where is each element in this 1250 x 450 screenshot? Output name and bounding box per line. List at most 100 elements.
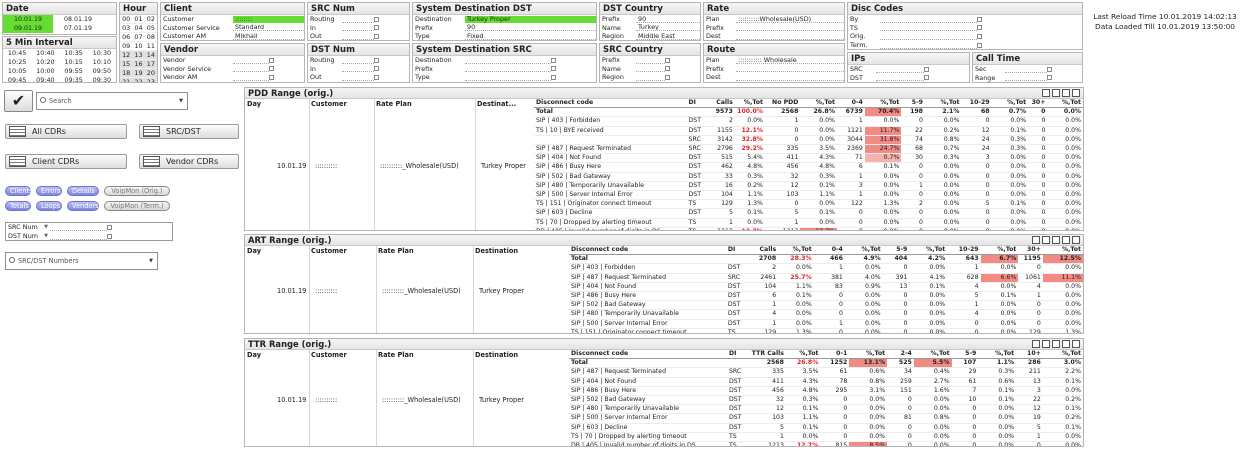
rate-row[interactable]: Prefix [704, 24, 844, 33]
interval-value[interactable]: 10:45 [7, 49, 27, 57]
hour-value[interactable]: 02 [144, 15, 157, 24]
ttr-column-header[interactable]: 0-1 [820, 350, 850, 360]
art-left-header[interactable]: Day [247, 247, 262, 255]
checkbox[interactable] [924, 66, 929, 72]
pdd-column-header[interactable]: Disconnect code [534, 99, 687, 109]
checkbox[interactable] [551, 74, 556, 80]
src_country-row[interactable]: Name [600, 65, 700, 74]
art-table-row[interactable]: SIP | 403 | Forbidden DST 2 0.0% 1 0.0% 0 0.0% 1… [569, 263, 1083, 274]
ttr-left-header[interactable]: Day [247, 351, 262, 359]
interval-value[interactable]: 09:45 [7, 76, 27, 83]
interval-value[interactable]: 10:20 [36, 58, 55, 66]
calltime-row[interactable]: Sec [973, 65, 1082, 74]
checkbox[interactable] [551, 66, 556, 72]
hour-value[interactable]: 20 [144, 69, 157, 78]
checkbox[interactable] [665, 74, 670, 80]
interval-value[interactable]: 10:35 [64, 49, 83, 57]
checkbox[interactable] [374, 25, 379, 31]
pdd-table-row[interactable]: SIP | 480 | Temporarily Unavailable DST 16… [534, 181, 1083, 192]
hour-value[interactable]: 23 [144, 78, 157, 82]
vendor-cdrs-button[interactable]: Vendor CDRs [139, 154, 239, 169]
interval-value[interactable]: 10:00 [36, 67, 55, 75]
client-row[interactable]: Customer AM Mikhail [161, 32, 304, 40]
hour-value[interactable]: 09 [120, 42, 133, 51]
ttr-column-header[interactable]: 10+ [1016, 350, 1043, 360]
rate-row[interactable]: Dest [704, 32, 844, 40]
disc-row[interactable]: TS [848, 24, 1082, 33]
pdd-column-header[interactable]: 30+ [1028, 99, 1048, 109]
src_num-row[interactable]: Routing [308, 15, 409, 24]
art-table-row[interactable]: SIP | 486 | Busy Here DST 6 0.1% 0 0.0% 0 0.0% 5… [569, 291, 1083, 302]
nav-pill-voipmon-orig[interactable]: VoipMon (Orig.) [104, 186, 170, 196]
ttr-column-header[interactable]: 2-4 [887, 350, 914, 360]
help-icon[interactable] [1052, 236, 1060, 244]
nav-pill-clients[interactable]: Clients [5, 186, 33, 196]
disc-row[interactable]: Orig. [848, 32, 1082, 41]
art-table-row[interactable]: SIP | 487 | Request Terminated SRC 2461 25.… [569, 273, 1083, 283]
checkbox[interactable] [665, 57, 670, 63]
date-value[interactable]: 09.01.19 [3, 24, 53, 33]
nav-pill-voipmon-term[interactable]: VoipMon (Term.) [104, 201, 170, 211]
xl-icon[interactable] [1052, 89, 1060, 97]
pdd-table-row[interactable]: TS | 151 | Originator connect timeout TS 1… [534, 199, 1083, 210]
checkbox[interactable] [374, 33, 379, 39]
interval-value[interactable]: 10:25 [7, 58, 27, 66]
ttr-column-header[interactable]: %,Tot [1042, 350, 1083, 360]
all-cdrs-button[interactable]: All CDRs [5, 124, 127, 139]
pdd-table-row[interactable]: SRC 3142 32.8% 0 0.0% 3044 31.8% 74 0.8% 24 0.3% 0 0… [534, 135, 1083, 146]
ttr-column-header[interactable]: 5-9 [951, 350, 979, 360]
art-column-header[interactable]: 0-4 [813, 246, 845, 256]
date-value[interactable]: 08.01.19 [63, 16, 93, 23]
pdd-table-row[interactable]: SIP | 500 | Server Internal Error DST 104 1… [534, 190, 1083, 201]
art-column-header[interactable]: 5-9 [882, 246, 910, 256]
art-table-row[interactable]: SIP | 502 | Bad Gateway DST 1 0.0% 0 0.0% 0 0.0… [569, 300, 1083, 311]
ips-row[interactable]: DST [848, 74, 969, 82]
sys_src-row[interactable]: Destination [413, 56, 596, 65]
dst_num-row[interactable]: Routing [308, 56, 409, 65]
ttr-table-row[interactable]: SIP | 502 | Bad Gateway DST 32 0.3% 0 0.0% 0 0.… [569, 395, 1083, 406]
pdd-left-header[interactable]: Day [247, 100, 262, 108]
search-box[interactable]: Search ▼ [36, 92, 188, 110]
interval-value[interactable]: 09:55 [64, 67, 83, 75]
hour-value[interactable]: 11 [144, 42, 157, 51]
pdd-table-row[interactable]: SIP | 487 | Request Terminated SRC 2796 29.… [534, 144, 1083, 155]
pdd-table-row[interactable]: SIP | 403 | Forbidden DST 2 0.0% 1 0.0% 1 0.0% 0… [534, 116, 1083, 127]
hour-value[interactable]: 10 [132, 42, 145, 51]
pdd-column-header[interactable]: No PDD [764, 99, 801, 109]
dst_country-row[interactable]: Name Turkey [600, 24, 700, 33]
nav-pill-loops[interactable]: Loops [36, 201, 62, 211]
pdd-table-row[interactable]: TS | 10 | BYE received DST 1155 12.1% 0 0.0% 1… [534, 126, 1083, 136]
pdd-column-header[interactable]: %,Tot [991, 99, 1029, 109]
route-row[interactable]: Prefix [704, 65, 844, 74]
checkbox[interactable] [374, 57, 379, 63]
pdd-column-header[interactable]: %,Tot [1047, 99, 1083, 109]
pdd-table-row[interactable]: DB | 405 | Invalid number of digits in D… [534, 227, 1083, 230]
ttr-left-header[interactable]: Rate Plan [378, 351, 414, 359]
dst-num-filter[interactable]: DST Num ▼ [6, 232, 172, 241]
pdd-left-header[interactable]: Customer [311, 100, 347, 108]
hour-value[interactable]: 05 [144, 24, 157, 33]
hour-value[interactable]: 07 [132, 33, 145, 42]
pdd-column-header[interactable]: %,Tot [924, 99, 962, 109]
art-column-header[interactable]: %,Tot [980, 246, 1019, 256]
art-column-header[interactable]: Disconnect code [569, 246, 726, 256]
ttr-left-header[interactable]: Customer [311, 351, 347, 359]
disc-row[interactable]: Term. [848, 41, 1082, 49]
ttr-table-row[interactable]: SIP | 603 | Decline DST 5 0.1% 0 0.0% 0 0.0% 0 0.… [569, 423, 1083, 433]
hour-value[interactable]: 01 [132, 15, 145, 24]
vendor-row[interactable]: Vendor AM [161, 73, 304, 82]
pdd-column-header[interactable]: %,Tot [800, 99, 837, 109]
interval-value[interactable]: 09:30 [92, 76, 112, 83]
interval-value[interactable]: 09:50 [92, 67, 112, 75]
checkbox[interactable] [269, 57, 274, 63]
ttr-column-header[interactable]: DI [726, 350, 746, 360]
art-column-header[interactable]: DI [725, 246, 745, 256]
vendor-row[interactable]: Vendor [161, 56, 304, 65]
ttr-table-row[interactable]: SIP | 486 | Busy Here DST 456 4.8% 295 3.1% 15… [569, 386, 1083, 397]
nav-pill-details[interactable]: Details [67, 186, 99, 196]
chevron-down-icon[interactable]: ▼ [179, 98, 183, 104]
ttr-column-header[interactable]: %,Tot [913, 350, 952, 360]
checkbox[interactable] [977, 16, 982, 22]
ttr-table-row[interactable]: SIP | 404 | Not Found DST 411 4.3% 78 0.8% 259… [569, 377, 1083, 387]
date-value[interactable]: 10.01.19 [3, 15, 53, 24]
